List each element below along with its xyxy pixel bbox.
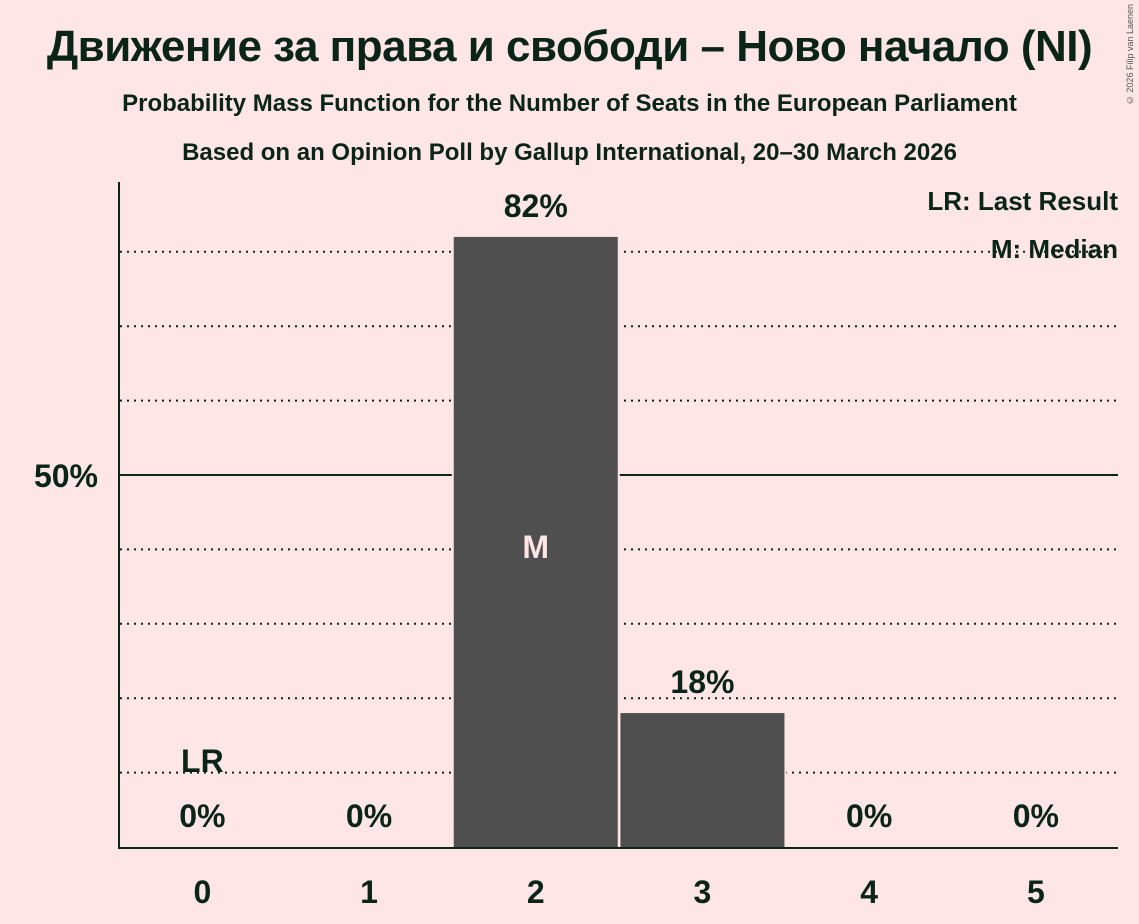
bar-3: [620, 713, 785, 847]
x-tick-label-2: 2: [527, 874, 545, 910]
value-label-3: 18%: [670, 664, 734, 700]
legend-median: M: Median: [991, 234, 1118, 264]
x-tick-label-5: 5: [1027, 874, 1045, 910]
y-tick-label-50: 50%: [34, 458, 98, 494]
last-result-marker: LR: [181, 743, 224, 779]
x-tick-label-1: 1: [360, 874, 378, 910]
chart-source-note: Based on an Opinion Poll by Gallup Inter…: [182, 139, 957, 166]
value-label-5: 0%: [1013, 798, 1059, 834]
x-tick-label-3: 3: [694, 874, 712, 910]
chart-subtitle: Probability Mass Function for the Number…: [122, 90, 1017, 117]
x-tick-label-0: 0: [193, 874, 211, 910]
value-label-0: 0%: [179, 798, 225, 834]
bar-2: [453, 236, 618, 848]
legend-last-result: LR: Last Result: [927, 186, 1118, 216]
value-label-1: 0%: [346, 798, 392, 834]
chart-title: Движение за права и свободи – Ново начал…: [46, 22, 1093, 71]
median-marker: M: [522, 529, 549, 565]
x-tick-label-4: 4: [860, 874, 878, 910]
bars: [451, 236, 787, 848]
value-label-4: 0%: [846, 798, 892, 834]
value-labels: 0% 0 0% 1 82% 2 18% 3 0% 4 0% 5 LR M: [179, 188, 1059, 910]
value-label-2: 82%: [504, 188, 568, 224]
